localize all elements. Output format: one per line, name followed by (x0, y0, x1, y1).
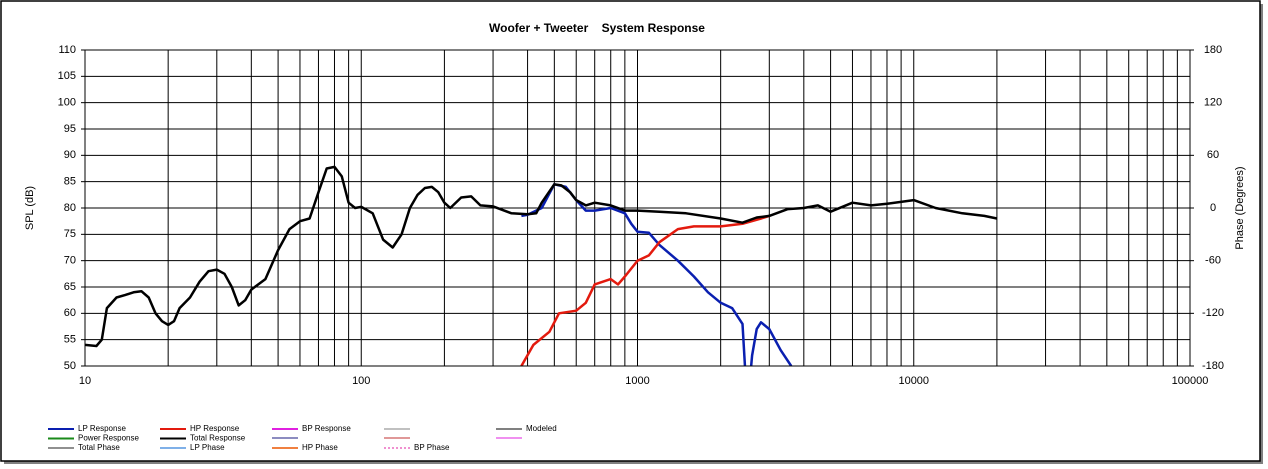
y2-tick-label: -60 (1205, 255, 1221, 267)
y-tick-label: 50 (64, 360, 76, 372)
legend-label: HP Response (190, 424, 240, 433)
frame (0, 0, 1261, 462)
y2-tick-label: -120 (1202, 307, 1224, 319)
y2-tick-label: -180 (1202, 360, 1224, 372)
legend-label: LP Response (78, 424, 126, 433)
series-line (85, 165, 998, 348)
y-tick-label: 80 (64, 202, 76, 214)
chart-title: Woofer + Tweeter System Response (489, 21, 705, 35)
y2-axis-label: Phase (Degrees) (1234, 166, 1246, 249)
legend-label: BP Phase (414, 443, 450, 452)
y-tick-label: 70 (64, 255, 76, 267)
x-tick-label: 10000 (898, 375, 929, 387)
x-tick-label: 10 (79, 375, 91, 387)
y2-tick-label: 180 (1204, 44, 1222, 56)
y-tick-label: 110 (58, 44, 76, 56)
y-tick-label: 85 (64, 176, 76, 188)
y2-tick-label: 120 (1204, 97, 1222, 109)
legend-label: BP Response (302, 424, 351, 433)
y-axis-label: SPL (dB) (24, 186, 36, 230)
y-tick-label: 75 (64, 228, 76, 240)
x-tick-label: 1000 (625, 375, 649, 387)
legend-label: Total Response (190, 434, 246, 443)
y2-tick-label: 0 (1210, 202, 1216, 214)
y-tick-label: 90 (64, 149, 76, 161)
series-line (520, 214, 770, 366)
legend-label: Power Response (78, 434, 139, 443)
legend-label: Modeled (526, 424, 557, 433)
y-tick-label: 65 (64, 281, 76, 293)
y-tick-label: 95 (64, 123, 76, 135)
legend-label: HP Phase (302, 443, 338, 452)
legend-label: Total Phase (78, 443, 120, 452)
y-tick-label: 100 (58, 97, 76, 109)
y2-tick-label: 60 (1207, 149, 1219, 161)
y-tick-label: 60 (64, 307, 76, 319)
x-tick-label: 100 (352, 375, 370, 387)
y-tick-label: 55 (64, 334, 76, 346)
legend-label: LP Phase (190, 443, 225, 452)
y-tick-label: 105 (58, 70, 76, 82)
x-tick-label: 100000 (1172, 375, 1209, 387)
